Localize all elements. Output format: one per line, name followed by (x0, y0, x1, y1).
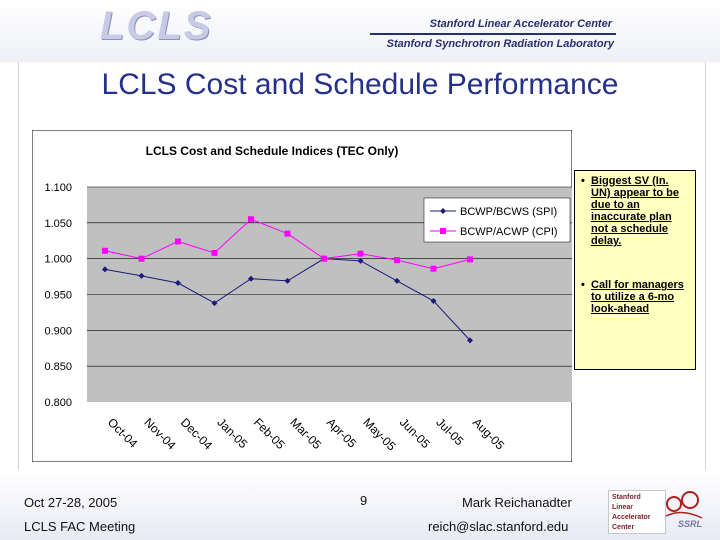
data-point (394, 257, 400, 264)
note-item: • Biggest SV (In. UN) appear to be due t… (581, 175, 689, 247)
logo-line: Linear (612, 504, 634, 511)
lcls-logo: LCLS (100, 4, 213, 48)
ssrl-badge: SSRL (678, 519, 703, 529)
data-point (102, 266, 108, 273)
data-point (467, 256, 473, 263)
data-point (211, 300, 218, 307)
series-lines (102, 216, 473, 344)
chart-title: LCLS Cost and Schedule Indices (TEC Only… (146, 144, 399, 158)
data-point (175, 280, 181, 287)
note-item: • Call for managers to utilize a 6-mo lo… (581, 279, 689, 315)
y-tick-label: 1.050 (44, 218, 72, 230)
legend-label: BCWP/BCWS (SPI) (460, 206, 557, 218)
ssrl-swirl-icon (665, 491, 703, 519)
footer-band (0, 470, 720, 540)
data-point (430, 265, 437, 272)
data-point (284, 277, 291, 284)
logo-line: Center (612, 524, 635, 531)
footer-meeting: LCLS FAC Meeting (24, 519, 136, 534)
cost-schedule-chart: LCLS Cost and Schedule Indices (TEC Only… (32, 130, 572, 462)
header-divider (370, 33, 616, 35)
footer-email: reich@slac.stanford.edu (428, 519, 569, 534)
y-tick-label: 0.800 (44, 397, 72, 409)
stanford-logo: Stanford Linear Accelerator Center (608, 490, 666, 534)
legend-marker (440, 208, 446, 214)
y-axis-ticks: 0.800 0.850 0.900 0.950 1.000 1.050 1.100 (44, 182, 72, 409)
data-point (357, 257, 364, 264)
data-point (102, 247, 108, 254)
y-tick-label: 0.950 (44, 290, 72, 302)
data-point (321, 255, 327, 262)
header-institution-ssrl: Stanford Synchrotron Radiation Laborator… (386, 38, 614, 50)
legend-marker (440, 228, 446, 234)
note-text: Biggest SV (In. UN) appear to be due to … (591, 175, 680, 247)
bullet-icon: • (581, 175, 585, 187)
chart-legend: BCWP/BCWS (SPI) BCWP/ACWP (CPI) (423, 197, 571, 243)
legend-box (423, 197, 571, 243)
y-tick-label: 1.100 (44, 182, 72, 194)
slide-title: LCLS Cost and Schedule Performance (101, 68, 619, 101)
footer-presenter: Mark Reichanadter (462, 495, 572, 510)
notes-callout: • Biggest SV (In. UN) appear to be due t… (574, 170, 696, 370)
data-point (138, 255, 145, 262)
data-point (467, 337, 473, 344)
y-tick-label: 1.000 (44, 254, 72, 266)
legend-label: BCWP/ACWP (CPI) (460, 226, 558, 238)
logo-line: Accelerator (612, 514, 651, 521)
header-band (0, 0, 720, 62)
data-point (248, 216, 254, 223)
data-point (211, 249, 218, 256)
data-point (430, 297, 437, 304)
bullet-icon: • (581, 279, 585, 291)
footer-date: Oct 27-28, 2005 (24, 495, 118, 510)
data-point (138, 272, 145, 279)
data-point (284, 230, 291, 237)
data-point (248, 275, 254, 282)
page-number: 9 (360, 493, 368, 508)
logo-line: Stanford (612, 494, 641, 501)
data-point (357, 250, 364, 257)
data-point (394, 277, 400, 284)
header-institution-slac: Stanford Linear Accelerator Center (429, 18, 612, 30)
data-point (175, 238, 181, 245)
y-tick-label: 0.900 (44, 325, 72, 337)
y-tick-label: 0.850 (44, 361, 72, 373)
note-text: Call for managers to utilize a 6-mo look… (591, 279, 684, 315)
